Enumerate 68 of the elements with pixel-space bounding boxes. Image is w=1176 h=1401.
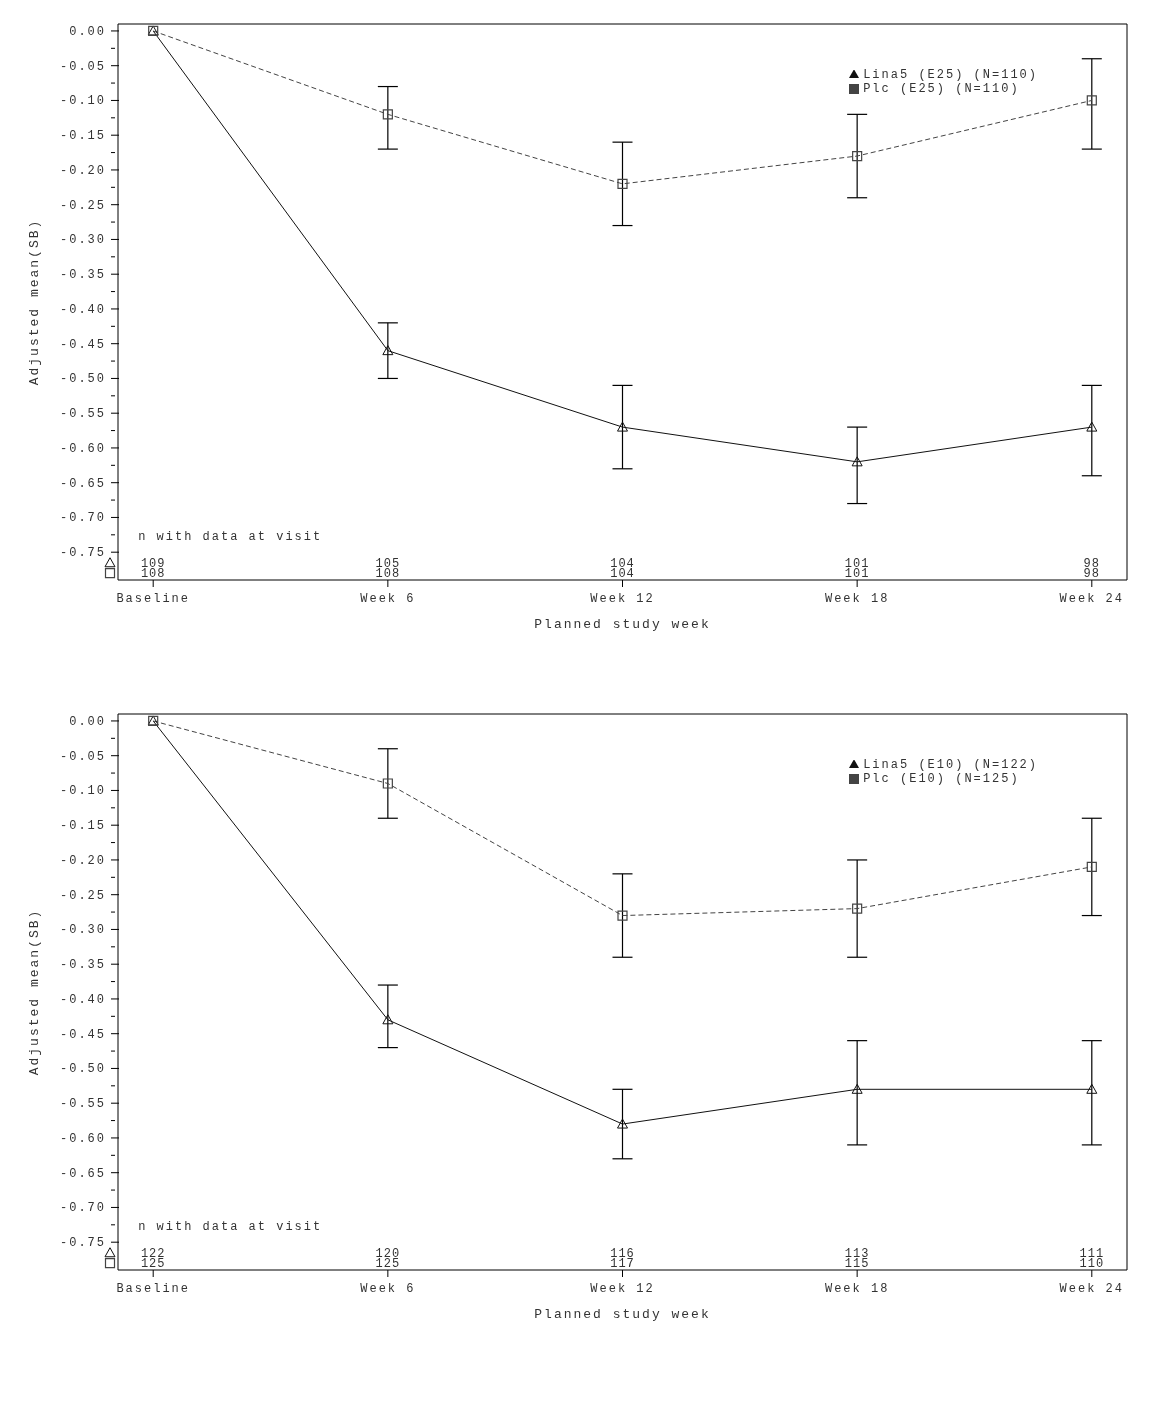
y-tick-label: -0.25 [59,198,106,213]
x-tick-label: Week 18 [824,1282,890,1296]
point [851,456,863,467]
y-tick-label: -0.30 [59,233,106,248]
y-tick-label: -0.60 [59,1131,106,1146]
x-tick-label: Week 24 [1059,1282,1125,1296]
legend-label: Lina5 (E25) (N=110) [863,68,1038,82]
point [1086,1083,1098,1094]
point [617,1118,628,1129]
x-tick-label: Week 12 [590,1282,655,1296]
y-tick-label: -0.15 [59,819,106,834]
y-tick-label: -0.30 [59,923,106,938]
x-tick-label: Week 6 [360,1282,416,1296]
point [617,910,628,921]
point [851,1083,863,1094]
y-tick-label: -0.05 [59,59,106,74]
y-tick-label: -0.50 [59,372,106,387]
legend-label: Plc (E25) (N=110) [863,82,1020,96]
annotation: n with data at visit [138,1220,323,1234]
y-tick-label: -0.40 [59,302,106,317]
y-tick-label: -0.55 [59,1097,106,1112]
y-tick-label: -0.70 [59,1201,106,1216]
x-tick-label: Week 18 [824,592,890,606]
y-tick-label: -0.05 [59,749,106,764]
y-tick-label: -0.15 [59,129,106,144]
y-tick-label: 0.00 [69,24,106,39]
y-tick-label: -0.75 [59,1236,106,1251]
y-axis-title: Adjusted mean(SB) [26,218,42,386]
x-tick-label: Week 24 [1059,592,1125,606]
y-tick-label: -0.20 [59,853,106,868]
point [382,109,393,120]
point [852,150,863,162]
point [382,345,394,356]
point [1086,95,1097,106]
y-tick-label: -0.25 [59,888,106,903]
point [1086,421,1098,432]
x-tick-label: Baseline [116,592,190,606]
point [382,778,393,789]
y-tick-label: -0.35 [59,958,106,973]
x-tick-label: Baseline [116,1282,190,1296]
point [1086,861,1097,872]
y-tick-label: -0.35 [59,268,106,283]
y-tick-label: -0.65 [59,1166,106,1181]
point [617,421,628,432]
y-tick-label: -0.50 [59,1062,106,1077]
y-tick-label: -0.75 [59,546,106,561]
y-tick-label: -0.40 [59,992,106,1007]
x-tick-label: Week 12 [590,592,655,606]
y-tick-label: -0.70 [59,511,106,526]
y-tick-label: 0.00 [69,714,106,729]
point [382,1014,394,1025]
y-tick-label: -0.45 [59,1027,106,1042]
y-axis-title: Adjusted mean(SB) [26,908,42,1076]
annotation: n with data at visit [138,530,323,544]
y-tick-label: -0.20 [59,163,106,178]
point [617,178,628,189]
y-tick-label: -0.45 [59,337,106,352]
point [852,903,863,914]
legend-label: Plc (E10) (N=125) [863,772,1020,786]
x-axis-title: Planned study week [534,617,711,632]
y-tick-label: -0.65 [59,476,106,491]
y-tick-label: -0.10 [59,784,106,799]
x-tick-label: Week 6 [360,592,416,606]
y-tick-label: -0.10 [59,94,106,109]
y-tick-label: -0.55 [59,407,106,422]
legend-label: Lina5 (E10) (N=122) [863,758,1038,772]
x-axis-title: Planned study week [534,1307,711,1322]
y-tick-label: -0.60 [59,441,106,456]
